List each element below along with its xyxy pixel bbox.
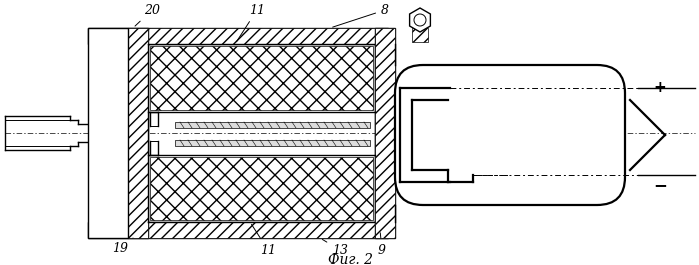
Bar <box>128 28 148 238</box>
Text: 9: 9 <box>378 233 386 257</box>
Bar <box>150 46 373 110</box>
Circle shape <box>414 14 426 26</box>
Text: −: − <box>653 176 667 194</box>
FancyBboxPatch shape <box>395 65 625 205</box>
Bar <box>88 222 388 238</box>
Bar <box>88 222 388 238</box>
Text: +: + <box>654 81 666 95</box>
Polygon shape <box>410 8 431 32</box>
Bar <box>88 28 388 44</box>
Bar <box>88 28 128 238</box>
Text: 19: 19 <box>112 238 133 254</box>
Text: 11: 11 <box>252 224 276 257</box>
Bar <box>175 140 370 146</box>
Text: Фиг. 2: Фиг. 2 <box>328 253 373 265</box>
Bar <box>150 157 373 220</box>
Bar <box>375 28 395 238</box>
Bar <box>412 28 428 42</box>
Bar <box>175 122 370 128</box>
Text: 11: 11 <box>236 3 265 42</box>
Bar <box>128 28 148 238</box>
Bar <box>88 28 388 44</box>
Text: 8: 8 <box>333 3 389 27</box>
Text: 20: 20 <box>135 3 160 26</box>
Text: 13: 13 <box>322 240 348 257</box>
Bar <box>375 28 395 238</box>
